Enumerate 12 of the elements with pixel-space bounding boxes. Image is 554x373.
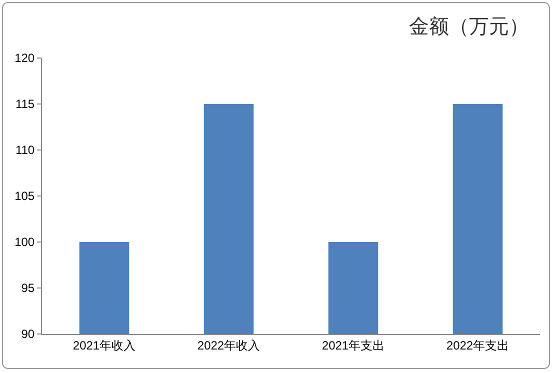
y-tick-label: 95 [21,281,35,296]
x-tick-label: 2021年收入 [72,338,136,352]
y-tick-label: 115 [15,97,35,112]
y-tick-label: 100 [14,235,35,250]
y-tick-label: 90 [21,327,35,342]
y-tick-label: 120 [14,51,35,66]
y-tick-label: 110 [15,143,35,158]
chart-title: 金额（万元） [409,16,530,38]
x-tick-label: 2022年收入 [197,338,260,352]
x-tick-label: 2021年支出 [322,338,385,352]
x-tick-label: 2022年支出 [446,338,510,352]
y-tick-label: 105 [14,189,35,204]
